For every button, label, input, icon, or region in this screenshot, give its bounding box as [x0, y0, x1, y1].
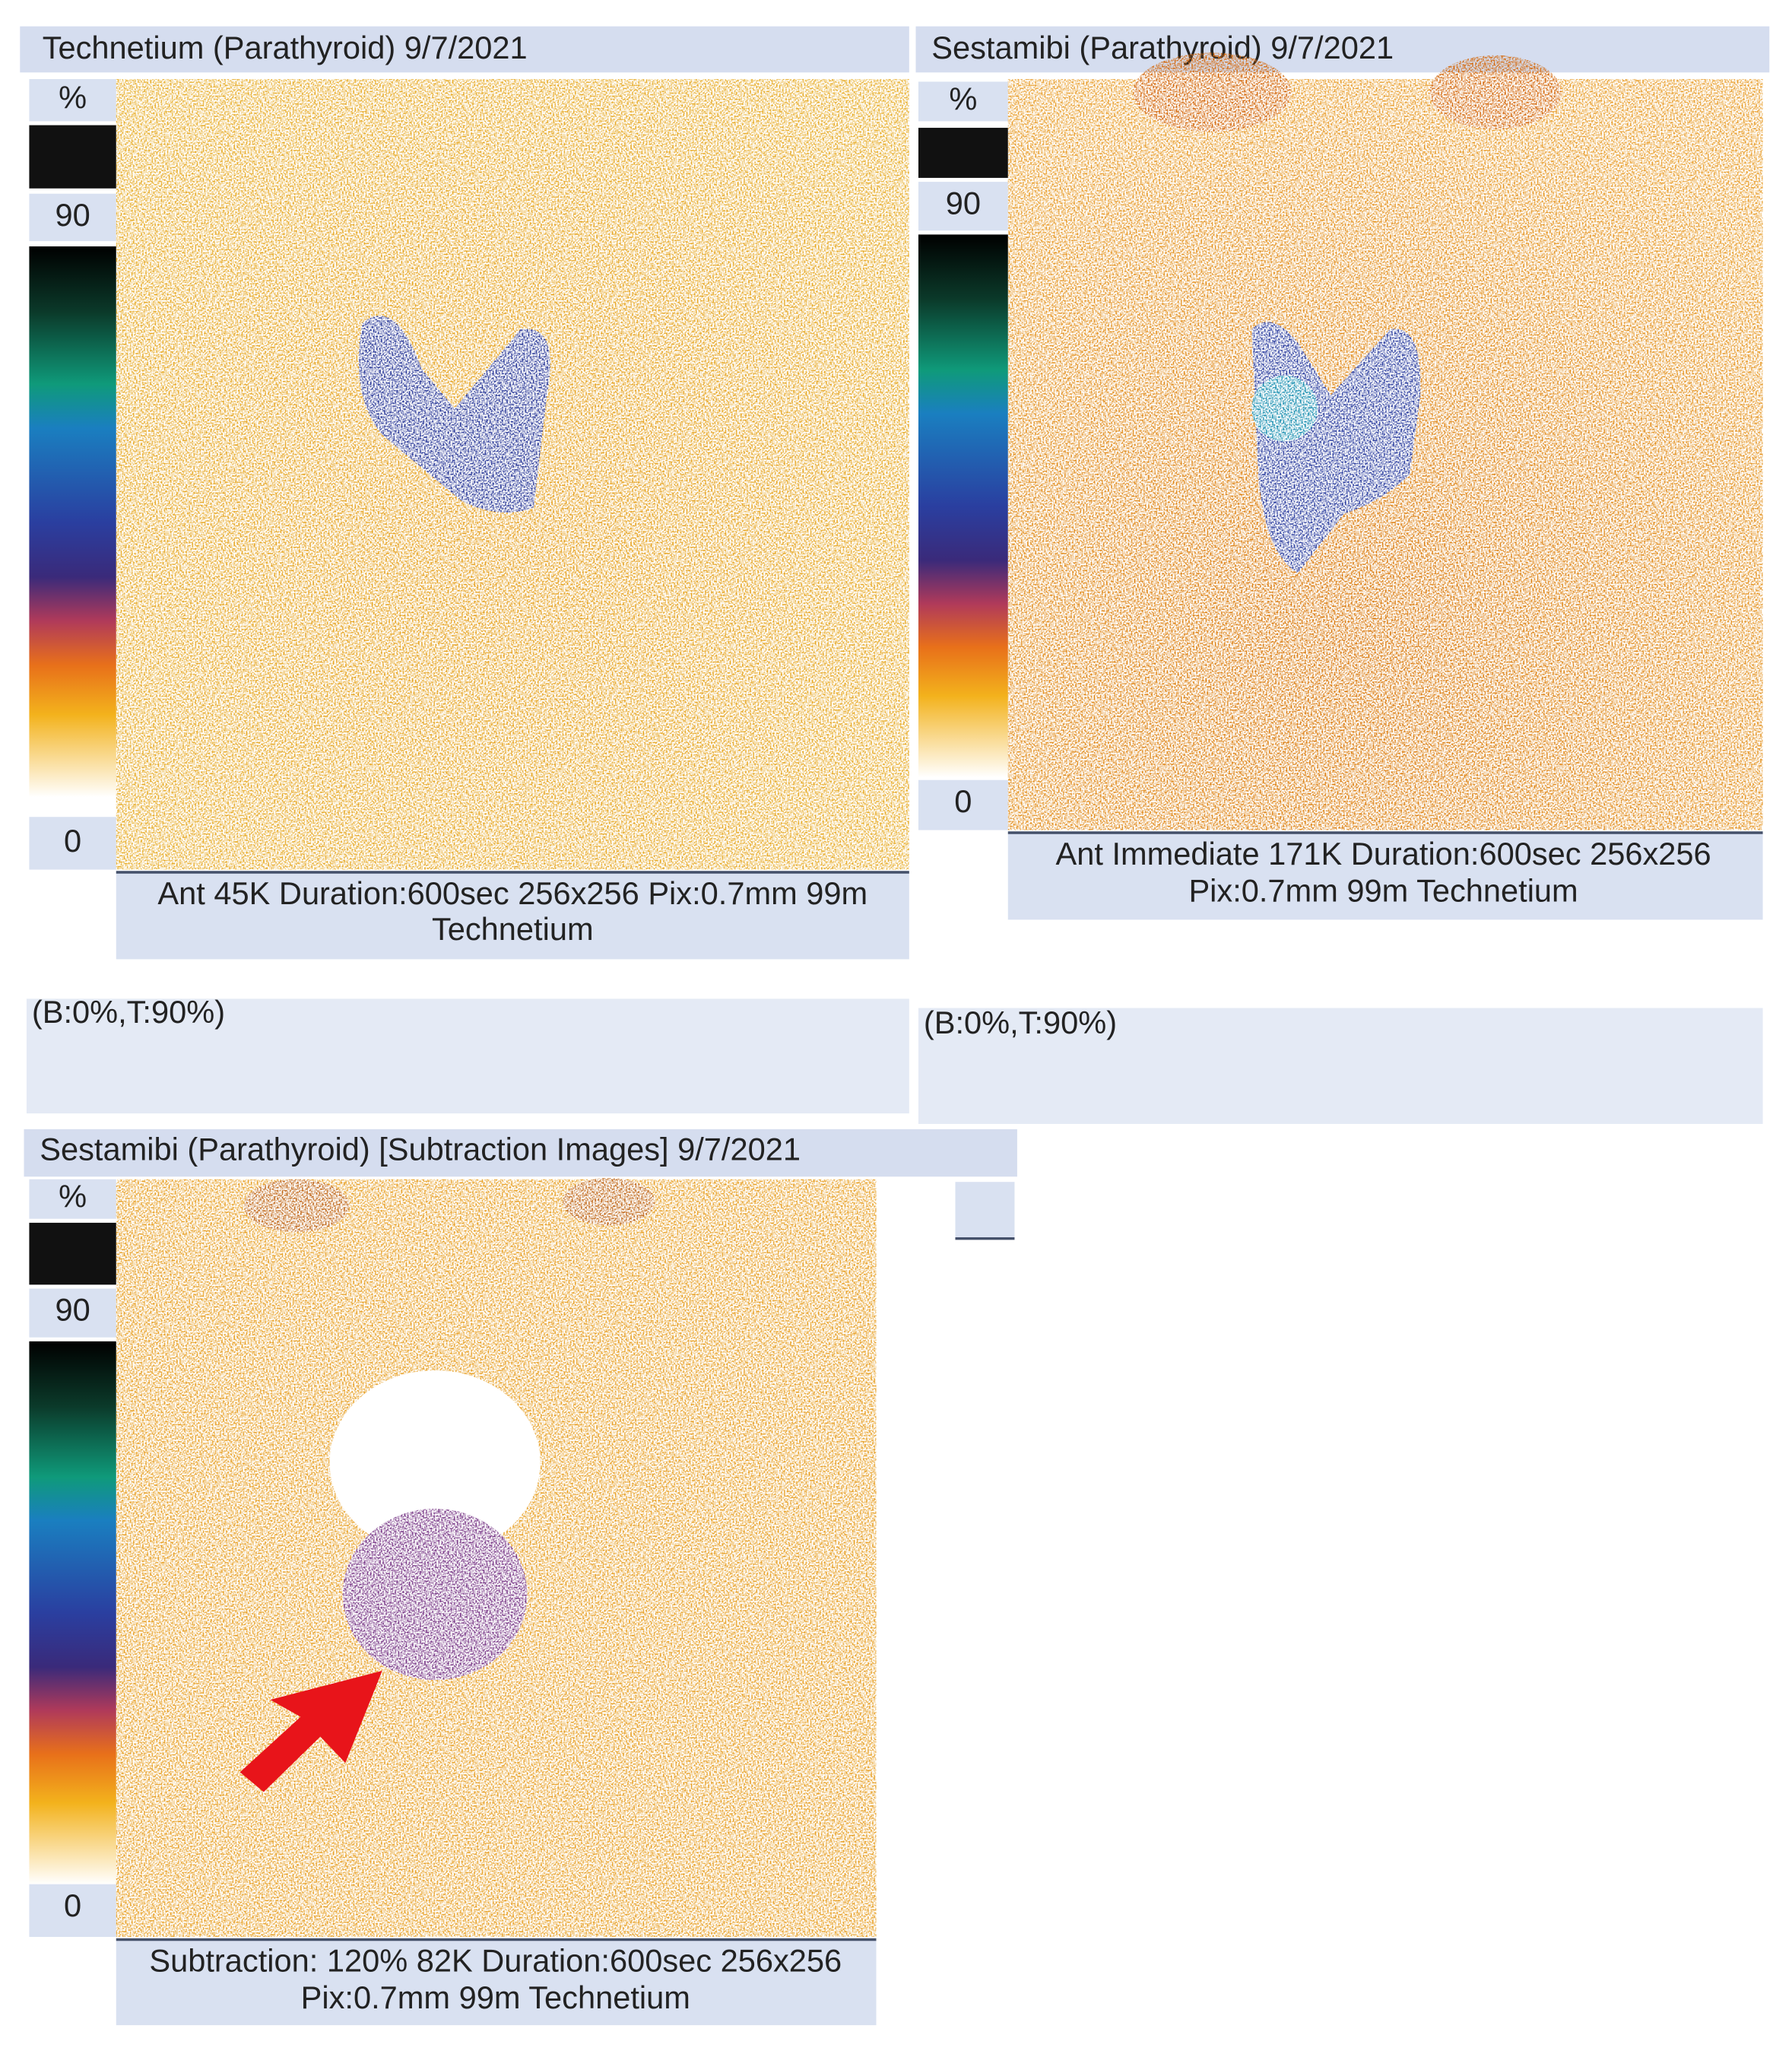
scale-unit: %: [59, 1179, 87, 1214]
scale-max-box: [29, 193, 116, 242]
caption-line: Ant 45K Duration:600sec 256x256 Pix:0.7m…: [157, 875, 867, 911]
panel-title: Sestamibi (Parathyroid) [Subtraction Ima…: [40, 1131, 801, 1167]
caption-line: Ant Immediate 171K Duration:600sec 256x2…: [1056, 836, 1711, 871]
scale-max-box: [918, 182, 1008, 231]
panel-title: Sestamibi (Parathyroid) 9/7/2021: [931, 30, 1394, 65]
scan-image: [116, 78, 909, 870]
scale-max: 90: [946, 185, 981, 221]
scale-min: 0: [954, 783, 972, 819]
scale-overflow: [29, 1222, 116, 1285]
caption-line: Pix:0.7mm 99m Technetium: [1188, 873, 1578, 909]
empty-box: [955, 1182, 1015, 1239]
scale-max: 90: [55, 197, 90, 233]
arrow: [239, 1671, 382, 1792]
scale-unit: %: [59, 80, 87, 116]
window-box: [26, 998, 909, 1114]
scale-min: 0: [64, 823, 81, 859]
scale-unit-box: [918, 81, 1008, 122]
caption-box: [116, 1939, 877, 2026]
window-label: (B:0%,T:90%): [32, 994, 225, 1030]
color-scale: [29, 246, 116, 798]
scale-overflow: [29, 125, 116, 189]
caption-line: Pix:0.7mm 99m Technetium: [301, 1980, 690, 2015]
scale-min-box: [29, 817, 116, 870]
scale-min-box: [29, 1884, 116, 1938]
panel-title: Technetium (Parathyroid) 9/7/2021: [43, 30, 528, 65]
color-scale: [918, 234, 1008, 778]
color-scale: [29, 1341, 116, 1884]
title-bar: [915, 26, 1770, 73]
caption-line: Subtraction: 120% 82K Duration:600sec 25…: [149, 1943, 842, 1979]
scale-max: 90: [55, 1292, 90, 1328]
title-bar: [24, 1129, 1017, 1177]
scale-unit-box: [29, 1179, 116, 1219]
caption-box: [116, 872, 909, 960]
scan-image: [116, 1177, 877, 1938]
window-label: (B:0%,T:90%): [924, 1005, 1117, 1040]
scale-unit-box: [29, 78, 116, 122]
scale-max-box: [29, 1288, 116, 1338]
caption-line: Technetium: [432, 911, 594, 947]
title-bar: [20, 26, 909, 73]
scale-unit: %: [949, 81, 977, 116]
scan-image: [1007, 52, 1763, 830]
scale-min: 0: [64, 1887, 81, 1923]
scale-min-box: [918, 779, 1008, 830]
scale-overflow: [918, 128, 1008, 178]
window-box: [918, 1008, 1763, 1124]
caption-box: [1007, 833, 1763, 920]
